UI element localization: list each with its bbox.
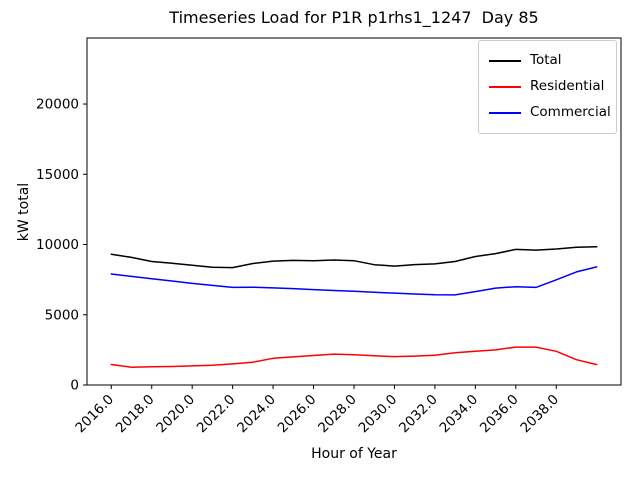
y-tick-label: 0 xyxy=(70,378,79,394)
x-tick-label: 2018.0 xyxy=(113,392,158,437)
x-tick-label: 2022.0 xyxy=(194,392,239,437)
legend-line-swatch-residential xyxy=(489,86,521,88)
x-tick-label: 2024.0 xyxy=(234,392,279,437)
x-tick-label: 2030.0 xyxy=(356,392,401,437)
x-tick-label: 2016.0 xyxy=(72,392,117,437)
series-line-total xyxy=(110,246,598,269)
x-tick-label: 2020.0 xyxy=(153,392,198,437)
y-tick-label: 5000 xyxy=(45,307,79,323)
legend-line-swatch-commercial xyxy=(489,112,521,114)
x-tick-label: 2026.0 xyxy=(275,392,320,437)
y-tick-label: 15000 xyxy=(36,167,79,183)
y-axis-label: kW total xyxy=(16,182,32,242)
legend-label: Residential xyxy=(530,78,605,95)
x-tick-label: 2036.0 xyxy=(477,392,522,437)
legend-line-swatch-total xyxy=(489,60,521,62)
legend-label: Total xyxy=(530,52,562,69)
x-tick-label: 2034.0 xyxy=(436,392,481,437)
series-line-commercial xyxy=(110,266,598,296)
y-tick-label: 10000 xyxy=(36,237,79,253)
x-tick-label: 2032.0 xyxy=(396,392,441,437)
x-tick-label: 2028.0 xyxy=(315,392,360,437)
series-line-residential xyxy=(110,346,598,368)
x-axis-label: Hour of Year xyxy=(311,446,397,462)
legend-label: Commercial xyxy=(530,104,611,121)
legend-entry-total: Total xyxy=(489,48,606,74)
x-tick-label: 2038.0 xyxy=(517,392,562,437)
legend: Total Residential Commercial xyxy=(478,40,617,134)
y-tick-label: 20000 xyxy=(36,97,79,113)
legend-entry-commercial: Commercial xyxy=(489,100,611,126)
legend-entry-residential: Residential xyxy=(489,74,606,100)
chart-title: Timeseries Load for P1R p1rhs1_1247 Day … xyxy=(169,8,539,27)
